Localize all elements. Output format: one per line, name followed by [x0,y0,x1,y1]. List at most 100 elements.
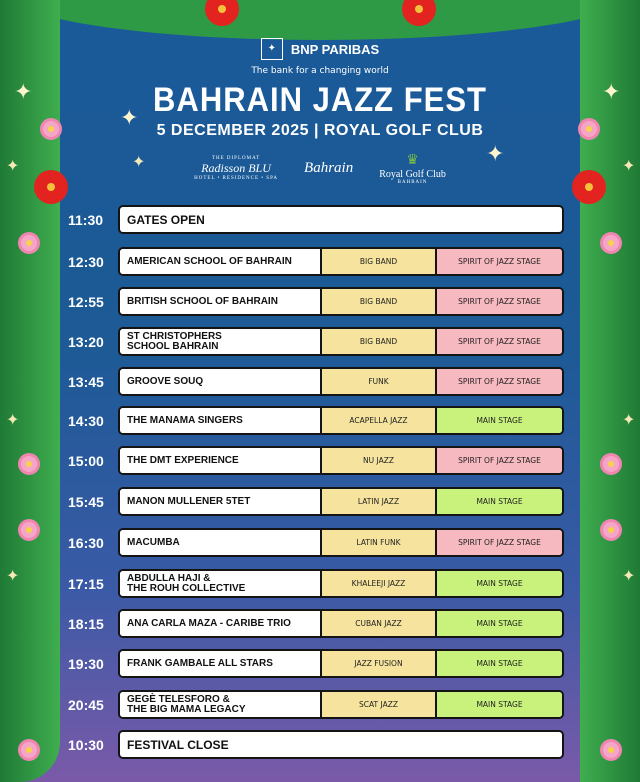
pink-flower-icon [603,456,619,472]
genre: KHALEEJI JAZZ [320,571,435,596]
pink-flower-icon [43,121,59,137]
logo-text: Bahrain [304,160,354,176]
star-icon: ✦ [6,566,20,585]
logo-text: HOTEL • RESIDENCE • SPA [194,176,279,181]
genre: BIG BAND [320,249,435,274]
act-name: BRITISH SCHOOL OF BAHRAIN [120,289,320,314]
schedule-row: 13:20 ST CHRISTOPHERS SCHOOL BAHRAIN BIG B… [62,327,564,356]
stage: MAIN STAGE [435,611,562,636]
schedule-box: FESTIVAL CLOSE [118,730,564,759]
schedule-box: BRITISH SCHOOL OF BAHRAIN BIG BAND SPIRIT … [118,287,564,316]
time: 19:30 [68,655,104,672]
red-flower-icon [205,0,239,26]
stage: MAIN STAGE [435,692,562,717]
act-name: ST CHRISTOPHERS SCHOOL BAHRAIN [120,329,320,354]
logo-text: BAHRAIN [397,180,428,185]
time: 12:30 [68,253,104,270]
schedule-box: FRANK GAMBALE ALL STARS JAZZ FUSION MAIN S… [118,649,564,678]
stage: SPIRIT OF JAZZ STAGE [435,249,562,274]
genre: NU JAZZ [320,448,435,473]
schedule-row: 16:30 MACUMBA LATIN FUNK SPIRIT OF JAZZ STA… [62,528,564,557]
act-name: FRANK GAMBALE ALL STARS [120,651,320,676]
logo-text: Radisson BLU [201,161,271,175]
genre: BIG BAND [320,329,435,354]
stage: MAIN STAGE [435,408,562,433]
red-flower-icon [402,0,436,26]
time: 14:30 [68,412,104,429]
pink-flower-icon [21,742,37,758]
event-date-venue: 5 DECEMBER 2025 | ROYAL GOLF CLUB [156,122,484,139]
genre: JAZZ FUSION [320,651,435,676]
header: ✦ BNP PARIBAS The bank for a changing wo… [0,38,640,185]
stage: MAIN STAGE [435,651,562,676]
act-name: THE MANAMA SINGERS [120,408,320,433]
bnp-stars-icon: ✦ [260,38,283,60]
schedule-row: 19:30 FRANK GAMBALE ALL STARS JAZZ FUSION M… [62,649,564,678]
pink-flower-icon [21,522,37,538]
stage: SPIRIT OF JAZZ STAGE [435,329,562,354]
act-name: MANON MULLENER 5TET [120,489,320,514]
royal-golf-club-logo: ♛ Royal Golf Club BAHRAIN [379,152,446,185]
act-name: MACUMBA [120,530,320,555]
time: 17:15 [68,575,104,592]
red-flower-icon [34,170,68,204]
event-title: BAHRAIN JAZZ FEST [153,80,487,119]
schedule-row: 17:15 ABDULLA HAJI & THE ROUH COLLECTIVE K… [62,569,564,598]
schedule-box: ST CHRISTOPHERS SCHOOL BAHRAIN BIG BAND SP… [118,327,564,356]
time: 12:55 [68,293,104,310]
genre: ACAPELLA JAZZ [320,408,435,433]
stage: MAIN STAGE [435,571,562,596]
genre: BIG BAND [320,289,435,314]
partner-logos: THE DIPLOMAT Radisson BLU HOTEL • RESIDENC… [0,152,640,185]
star-icon: ✦ [14,80,33,105]
radisson-logo: THE DIPLOMAT Radisson BLU HOTEL • RESIDENC… [194,156,278,181]
stage: MAIN STAGE [435,489,562,514]
schedule-box: MANON MULLENER 5TET LATIN JAZZ MAIN STAGE [118,487,564,516]
schedule-box: THE MANAMA SINGERS ACAPELLA JAZZ MAIN STAG… [118,406,564,435]
time: 13:45 [68,373,104,390]
act-name: ABDULLA HAJI & THE ROUH COLLECTIVE [120,571,320,596]
green-arch-border [0,0,640,40]
time: 16:30 [68,534,104,551]
act-name: GATES OPEN [120,207,562,232]
schedule-row: 15:00 THE DMT EXPERIENCE NU JAZZ SPIRIT OF … [62,446,564,475]
genre: LATIN JAZZ [320,489,435,514]
genre: LATIN FUNK [320,530,435,555]
schedule-box: GATES OPEN [118,205,564,234]
schedule-box: AMERICAN SCHOOL OF BAHRAIN BIG BAND SPIRIT… [118,247,564,276]
sponsor-tagline: The bank for a changing world [251,66,389,76]
genre: FUNK [320,369,435,394]
act-name: THE DMT EXPERIENCE [120,448,320,473]
logo-text: Royal Golf Club [379,169,446,180]
red-flower-icon [572,170,606,204]
stage: SPIRIT OF JAZZ STAGE [435,369,562,394]
star-icon: ✦ [622,566,636,585]
star-icon: ✦ [602,80,621,105]
pink-flower-icon [581,121,597,137]
star-icon: ✦ [6,410,20,429]
schedule-row: 11:30 GATES OPEN [62,205,564,234]
act-name: ANA CARLA MAZA - CARIBE TRIO [120,611,320,636]
act-name: AMERICAN SCHOOL OF BAHRAIN [120,249,320,274]
stage: SPIRIT OF JAZZ STAGE [435,530,562,555]
star-icon: ✦ [622,410,636,429]
schedule-box: MACUMBA LATIN FUNK SPIRIT OF JAZZ STAGE [118,528,564,557]
schedule-row: 20:45 GEGÈ TELESFORO & THE BIG MAMA LEGAC… [62,690,564,719]
schedule-row: 12:30 AMERICAN SCHOOL OF BAHRAIN BIG BAND S… [62,247,564,276]
pink-flower-icon [603,235,619,251]
act-name: GROOVE SOUQ [120,369,320,394]
time: 13:20 [68,333,104,350]
schedule-box: ANA CARLA MAZA - CARIBE TRIO CUBAN JAZZ MA… [118,609,564,638]
schedule-box: THE DMT EXPERIENCE NU JAZZ SPIRIT OF JAZZ … [118,446,564,475]
star-icon: ✦ [132,152,146,171]
schedule-row: 14:30 THE MANAMA SINGERS ACAPELLA JAZZ MAIN… [62,406,564,435]
genre: SCAT JAZZ [320,692,435,717]
pink-flower-icon [21,456,37,472]
pink-flower-icon [21,235,37,251]
act-name: FESTIVAL CLOSE [120,732,562,757]
logo-text: THE DIPLOMAT [211,156,261,161]
star-icon: ✦ [6,156,20,175]
schedule-row: 10:30 FESTIVAL CLOSE [62,730,564,759]
stage: SPIRIT OF JAZZ STAGE [435,448,562,473]
